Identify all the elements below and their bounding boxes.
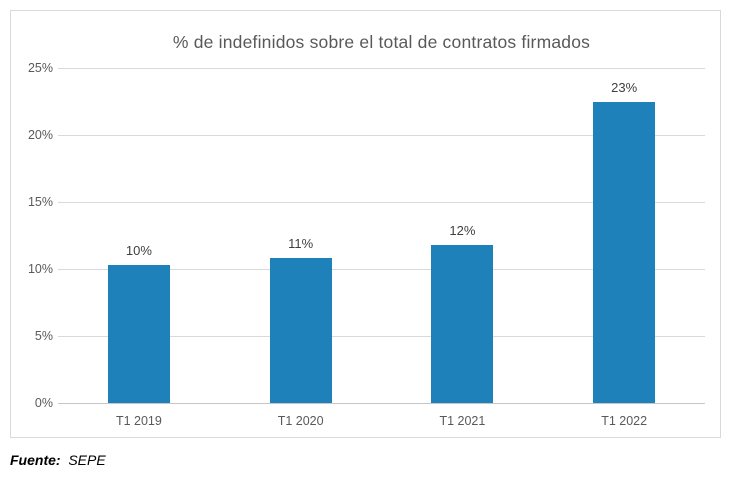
gridline bbox=[58, 68, 705, 69]
bar-t1-2021 bbox=[431, 244, 494, 403]
source-label: Fuente: bbox=[10, 452, 61, 468]
gridline bbox=[58, 202, 705, 203]
bar-t1-2022 bbox=[593, 101, 656, 403]
x-tick-label: T1 2022 bbox=[601, 414, 648, 428]
bar-slot: 23% bbox=[543, 68, 705, 403]
bar-slot: 10% bbox=[58, 68, 220, 403]
bar-t1-2019 bbox=[107, 264, 170, 403]
source-value: SEPE bbox=[68, 452, 106, 468]
data-label: 12% bbox=[449, 222, 476, 238]
bar-t1-2020 bbox=[269, 258, 332, 403]
gridline bbox=[58, 269, 705, 270]
source-note: Fuente: SEPE bbox=[10, 452, 106, 468]
x-tick-label: T1 2021 bbox=[439, 414, 486, 428]
plot-area: 10% 11% 12% 23% bbox=[58, 68, 705, 404]
x-tick-label: T1 2019 bbox=[115, 414, 162, 428]
y-tick-label: 0% bbox=[34, 396, 53, 410]
chart-area: % de indefinidos sobre el total de contr… bbox=[10, 10, 721, 438]
data-label: 23% bbox=[611, 79, 638, 95]
y-tick-label: 25% bbox=[27, 61, 53, 75]
y-tick-label: 20% bbox=[27, 128, 53, 142]
y-tick-label: 15% bbox=[27, 195, 53, 209]
x-tick-label: T1 2020 bbox=[277, 414, 324, 428]
bar-slot: 12% bbox=[382, 68, 544, 403]
gridline bbox=[58, 336, 705, 337]
bar-slot: 11% bbox=[220, 68, 382, 403]
chart-title: % de indefinidos sobre el total de contr… bbox=[172, 32, 591, 52]
gridline bbox=[58, 135, 705, 136]
data-label: 11% bbox=[288, 236, 314, 252]
data-label: 10% bbox=[125, 242, 152, 258]
y-tick-label: 5% bbox=[34, 329, 53, 343]
y-tick-label: 10% bbox=[27, 262, 53, 276]
